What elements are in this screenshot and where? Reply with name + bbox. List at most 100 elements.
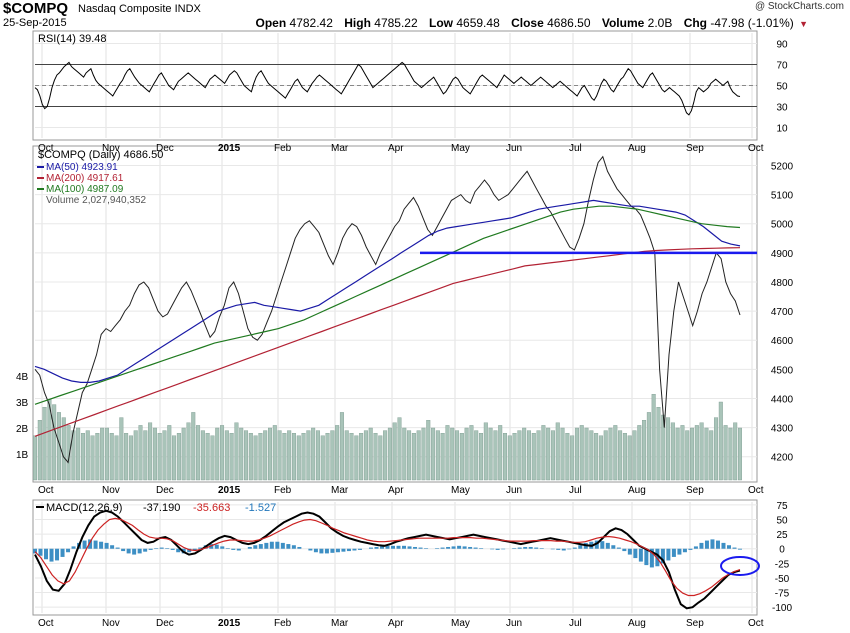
volume-bar <box>248 433 253 481</box>
macd-histogram-bar <box>616 547 621 549</box>
y-tick-label: 75 <box>776 501 788 512</box>
volume-bar <box>229 433 234 481</box>
y-tick-label: -25 <box>775 559 790 570</box>
volume-bar <box>383 430 388 481</box>
volume-value: 2.0B <box>647 16 673 30</box>
volume-bar <box>699 422 704 481</box>
macd-histogram-bar <box>44 548 49 560</box>
grid-lines <box>35 33 757 613</box>
volume-bar <box>200 430 205 481</box>
volume-bar <box>512 433 517 481</box>
volume-bar <box>560 427 565 481</box>
month-tick-label: Dec <box>156 143 174 154</box>
month-tick-label: May <box>451 143 470 154</box>
volume-bar <box>421 427 426 481</box>
volume-bar <box>565 433 570 481</box>
volume-bar <box>287 430 292 481</box>
volume-bar <box>579 425 584 481</box>
open-label: Open <box>255 16 287 30</box>
macd-histogram-bar <box>512 548 517 549</box>
macd-histogram-bar <box>357 548 362 550</box>
macd-histogram-bar <box>170 548 175 550</box>
chart-date: 25-Sep-2015 <box>3 17 67 29</box>
month-tick-label: Oct <box>748 485 764 496</box>
y-tick-label: 4700 <box>771 307 794 318</box>
volume-bar <box>349 433 354 481</box>
month-tick-label: 2015 <box>218 143 241 154</box>
volume-bar <box>738 427 743 481</box>
macd-histogram-bar <box>633 548 638 559</box>
volume-bar <box>291 433 296 481</box>
low-label: Low <box>429 16 454 30</box>
volume-bar <box>205 433 210 481</box>
volume-bar <box>277 430 282 481</box>
volume-bar <box>224 430 229 481</box>
month-tick-label: Oct <box>38 618 54 629</box>
volume-bar <box>85 430 90 481</box>
volume-bar <box>594 433 599 481</box>
volume-bar <box>272 425 277 481</box>
series-lines <box>33 61 757 610</box>
month-tick-label: Jul <box>569 485 582 496</box>
volume-bar <box>296 435 301 481</box>
y-tick-label: 4200 <box>771 453 794 464</box>
volume-bar <box>450 427 455 481</box>
y-tick-label: 50 <box>776 82 788 93</box>
volume-bar <box>651 394 656 481</box>
macd-histogram-bar <box>440 547 445 549</box>
volume-bar <box>603 430 608 481</box>
volume-bar <box>522 427 527 481</box>
month-tick-label: Jul <box>569 618 582 629</box>
macd-histogram-bar <box>473 547 478 549</box>
month-tick-label: Oct <box>38 485 54 496</box>
month-tick-label: May <box>451 618 470 629</box>
macd-histogram-bar <box>556 548 561 550</box>
month-tick-label: Oct <box>748 143 764 154</box>
month-tick-label: Mar <box>331 143 349 154</box>
volume-bar <box>157 433 162 481</box>
volume-bar <box>191 412 196 481</box>
y-tick-label: 25 <box>776 530 788 541</box>
volume-bar <box>37 420 42 481</box>
volume-bar <box>301 433 306 481</box>
axis-labels: Oct Nov Dec 2015 Feb Mar Apr May Jun Jul Aug Sep Oct… <box>16 40 794 630</box>
volume-bar <box>680 425 685 481</box>
volume-bar <box>320 435 325 481</box>
macd-histogram-bar <box>176 548 181 553</box>
macd-histogram-bar <box>704 540 709 549</box>
volume-tick-label: 1B <box>16 450 29 461</box>
volume-bar <box>574 427 579 481</box>
volume-bar <box>608 427 613 481</box>
volume-bar <box>359 433 364 481</box>
volume-bar <box>176 433 181 481</box>
macd-histogram-bar <box>666 548 671 561</box>
price-line <box>34 155 741 464</box>
volume-bar <box>488 427 493 481</box>
macd-histogram-bar <box>418 547 423 549</box>
volume-bar <box>474 430 479 481</box>
volume-bar <box>104 427 109 481</box>
volume-bar <box>109 433 114 481</box>
macd-histogram-bar <box>88 539 93 549</box>
macd-annotation-ellipse <box>720 556 760 576</box>
month-tick-label: Nov <box>102 143 120 154</box>
month-tick-label: Jul <box>569 143 582 154</box>
month-tick-label: Aug <box>628 618 646 629</box>
volume-bar <box>100 427 105 481</box>
volume-bar <box>407 430 412 481</box>
month-tick-label: Sep <box>686 618 704 629</box>
volume-bar <box>119 417 124 481</box>
moving-average-line <box>34 205 741 405</box>
volume-bar <box>61 417 66 481</box>
macd-histogram-bar <box>236 548 241 551</box>
volume-bar <box>239 427 244 481</box>
macd-histogram-bar <box>638 548 643 562</box>
macd-histogram-bar <box>534 547 539 549</box>
month-tick-label: Oct <box>38 143 54 154</box>
y-tick-label: 4900 <box>771 249 794 260</box>
credit-text: @ StockCharts.com <box>754 1 844 12</box>
volume-bar <box>440 433 445 481</box>
volume-bar <box>431 427 436 481</box>
y-tick-label: -100 <box>772 603 792 614</box>
